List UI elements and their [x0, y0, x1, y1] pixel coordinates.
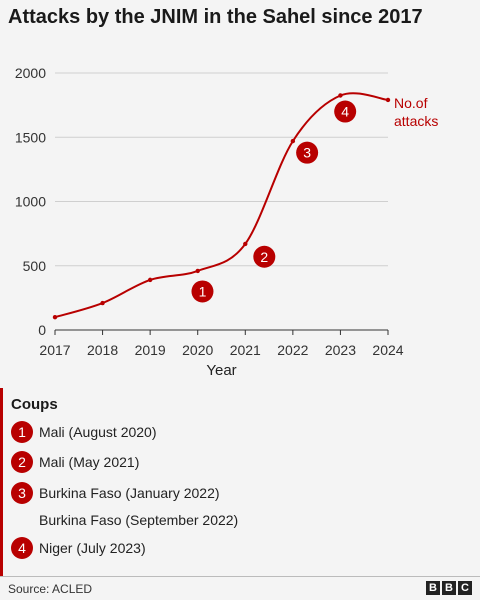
line-chart: 0 500 1000 1500 2000 2017 2018 2019 2020 2021 2022…	[15, 65, 439, 379]
series-label: attacks	[394, 113, 438, 129]
coup-badge	[11, 509, 33, 531]
coup-item: Burkina Faso (September 2022)	[11, 509, 238, 531]
coup-text: Mali (August 2020)	[39, 424, 157, 440]
coup-badge: 2	[11, 451, 33, 473]
y-tick-label: 1000	[15, 194, 46, 210]
x-tick-label: 2023	[325, 342, 356, 358]
logo-letter: B	[442, 581, 456, 595]
coup-badge: 3	[11, 482, 33, 504]
y-tick-label: 500	[23, 258, 47, 274]
chart-title: Attacks by the JNIM in the Sahel since 2…	[8, 6, 423, 28]
x-axis-title: Year	[206, 362, 236, 379]
x-tick-label: 2020	[182, 342, 213, 358]
series-label: No.of	[394, 95, 428, 111]
coups-legend: Coups 1 Mali (August 2020) 2 Mali (May 2…	[0, 388, 480, 576]
y-tick-label: 2000	[15, 65, 46, 81]
data-point	[243, 241, 248, 247]
data-point	[52, 314, 58, 320]
coup-marker-number: 1	[199, 283, 207, 299]
data-point	[290, 138, 296, 144]
series-line	[54, 92, 389, 319]
data-point	[147, 277, 153, 283]
bbc-logo: B B C	[426, 581, 472, 595]
x-tick-label: 2018	[87, 342, 118, 358]
x-tick-label: 2019	[135, 342, 166, 358]
coup-item: 1 Mali (August 2020)	[11, 421, 157, 443]
x-tick-label: 2017	[39, 342, 70, 358]
coup-marker-number: 2	[260, 249, 268, 265]
data-point	[100, 300, 105, 306]
coup-text: Burkina Faso (September 2022)	[39, 512, 239, 528]
coup-badge: 4	[11, 537, 33, 559]
logo-letter: B	[426, 581, 440, 595]
coup-item: 2 Mali (May 2021)	[11, 451, 139, 473]
coup-marker	[296, 141, 319, 164]
coup-badge: 1	[11, 421, 33, 443]
coup-text: Burkina Faso (January 2022)	[39, 485, 220, 501]
y-tick-label: 0	[38, 322, 46, 338]
coup-marker-number: 3	[303, 145, 311, 161]
coup-text: Mali (May 2021)	[39, 454, 140, 470]
x-tick-label: 2022	[277, 342, 308, 358]
x-tick-label: 2021	[230, 342, 261, 358]
y-tick-label: 1500	[15, 129, 46, 145]
data-point	[385, 97, 391, 103]
coup-marker	[191, 280, 214, 303]
source-note: Source: ACLED	[8, 582, 93, 596]
coup-item: 4 Niger (July 2023)	[11, 537, 146, 559]
coups-title: Coups	[11, 396, 58, 413]
coup-text: Niger (July 2023)	[39, 540, 146, 556]
data-point	[195, 268, 200, 274]
coup-item: 3 Burkina Faso (January 2022)	[11, 482, 220, 504]
data-point	[338, 93, 343, 98]
coup-marker-number: 4	[341, 104, 349, 120]
x-tick-label: 2024	[372, 342, 403, 358]
logo-letter: C	[458, 581, 472, 595]
coup-marker	[253, 245, 276, 268]
footer-divider	[0, 576, 480, 577]
coup-marker	[334, 100, 357, 123]
